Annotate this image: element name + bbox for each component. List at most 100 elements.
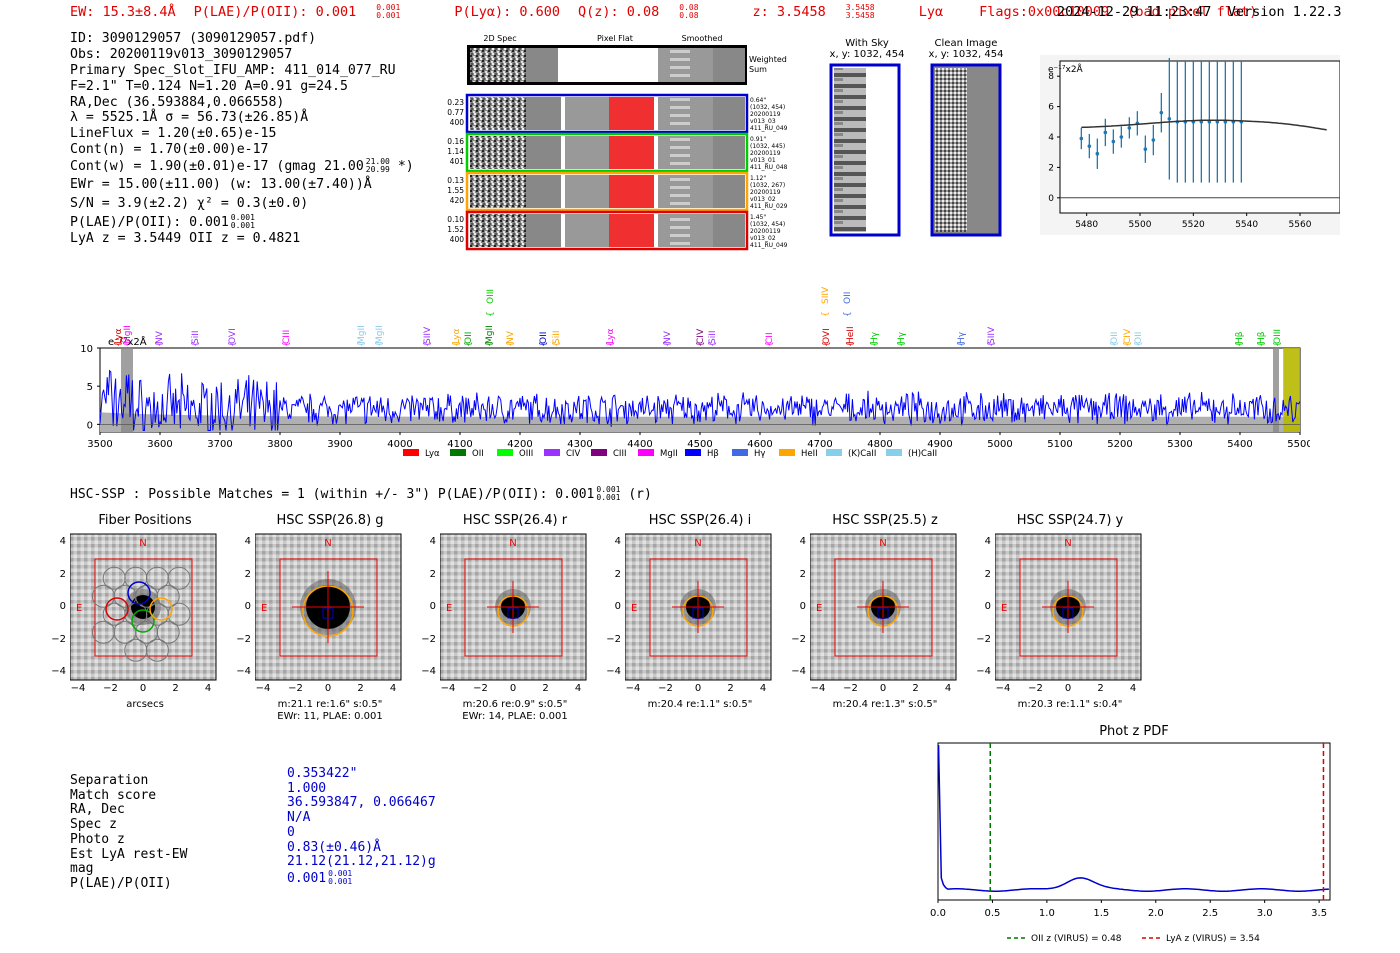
- hsc-ytick: 4: [614, 536, 621, 547]
- hsc-xtick: 4: [759, 683, 767, 694]
- cutout-row-meta: 411_RU_049: [750, 125, 788, 132]
- spectrum-legend-item: (K)CaII: [826, 449, 876, 459]
- info-cont-w: Cont(w) = 1.90(±0.01)e-17 (gmag 21.00 21.…: [70, 157, 414, 175]
- spectral-line-label: SIIV: [987, 326, 997, 344]
- col-smoothed: Smoothed: [682, 34, 723, 43]
- match-value: N/A: [287, 810, 311, 826]
- spectrum-legend-item: Lyα: [403, 449, 440, 459]
- svg-text:OIII: OIII: [519, 449, 533, 459]
- photz-xtick: 1.5: [1093, 908, 1109, 919]
- spectral-line-label: OII: [464, 332, 474, 344]
- cutout-row-stat: 401: [450, 157, 465, 166]
- cutout-row-meta: 20200119: [750, 189, 781, 196]
- zoom-point: [1095, 151, 1100, 156]
- spectral-line-bracket: {: [282, 341, 292, 347]
- spectral-line-bracket: {: [843, 311, 853, 317]
- match-value: 0: [287, 824, 295, 840]
- zoom-point: [1127, 126, 1132, 130]
- match-table-labels: Separation Match score RA, Dec Spec z Photo …: [70, 773, 187, 892]
- cutout-row-stat: 400: [450, 235, 465, 244]
- hsc-ytick: 4: [984, 536, 991, 547]
- cutout-row-meta: 20200119: [750, 228, 781, 235]
- cutout-row-meta: (1032, 445): [750, 143, 785, 150]
- hsc-ytick: 0: [984, 601, 991, 612]
- hsc-caption: m:20.3 re:1.1" s:0.4": [1017, 699, 1123, 710]
- spectral-line-label: Lyα: [452, 328, 462, 344]
- info-cont-n: Cont(n) = 1.70(±0.00)e-17: [70, 142, 269, 158]
- spectral-line-bracket: {: [1273, 341, 1283, 347]
- spectrum-xtick: 3800: [267, 439, 292, 450]
- hsc-panel-title: Fiber Positions: [98, 513, 192, 528]
- spectral-line-label: OII: [843, 292, 853, 304]
- svg-text:Hγ: Hγ: [754, 449, 765, 459]
- match-value: 0.001 0.001 0.001: [287, 868, 353, 886]
- spectrum-ytick: 0: [87, 420, 93, 431]
- spectral-line-bracket: {: [123, 341, 133, 347]
- spectrum-legend-item: OIII: [497, 449, 533, 459]
- hsc-ytick: 0: [799, 601, 806, 612]
- spectral-line-bracket: {: [228, 341, 238, 347]
- spectral-line-label: Lyα: [114, 328, 124, 344]
- cutout-row-meta: v013_01: [750, 157, 776, 164]
- match-value: 36.593847, 0.066467: [287, 795, 436, 811]
- hsc-ytick: 2: [59, 568, 66, 580]
- photz-xtick: 1.0: [1039, 908, 1055, 919]
- info-ewr: EWr = 15.00(±11.00) (w: 13.00(±7.40))Å: [70, 177, 372, 193]
- photz-xtick: 3.0: [1257, 908, 1273, 919]
- spectral-line-bracket: {: [987, 341, 997, 347]
- hsc-xtick: −2: [658, 683, 673, 694]
- match-label: Separation: [70, 773, 149, 788]
- hsc-xtick: −4: [70, 683, 86, 694]
- hsc-caption: m:20.6 re:0.9" s:0.5": [462, 699, 568, 710]
- hsc-xtick: 2: [912, 683, 919, 694]
- hsc-xtick: 2: [357, 683, 364, 694]
- hsc-xtick: 4: [944, 683, 952, 694]
- spectral-line-label: CIV: [696, 328, 706, 344]
- zoom-ytick: 4: [1048, 133, 1054, 143]
- spectral-line-label: SiII: [708, 330, 718, 344]
- spectral-line-bracket: {: [1134, 341, 1144, 347]
- hsc-xtick: 0: [1064, 683, 1072, 694]
- spectral-line-bracket: {: [957, 341, 967, 347]
- zoom-point: [1111, 139, 1116, 144]
- zoom-point: [1167, 116, 1172, 121]
- hsc-ytick: −4: [236, 666, 251, 677]
- hsc-panel-title: HSC SSP(24.7) y: [1016, 513, 1124, 528]
- spectral-line-label: Hβ: [1257, 331, 1267, 344]
- line-fit-chart: e⁻¹⁷x2Å 0 2 4 6 8 5480 5500 5520 5540 5560: [1040, 55, 1340, 235]
- zoom-ytick: 8: [1048, 72, 1054, 82]
- spectral-line-bracket: {: [552, 341, 562, 347]
- hsc-panels: Fiber Positions N E 4 2 0 −2 −4 −4 −2 0 2 4 arcsecs HS…: [0, 508, 1400, 728]
- hsc-ytick: −2: [976, 633, 991, 645]
- cutout-row-meta: (1032, 267): [750, 182, 785, 189]
- hsc-xtick: 4: [574, 683, 582, 694]
- spectrum-xtick: 4800: [867, 439, 892, 450]
- zoom-point: [1119, 135, 1124, 139]
- match-value: 1.000: [287, 780, 327, 796]
- cutout-row-meta: 1.45": [750, 214, 766, 221]
- spectral-line-label: OII: [1134, 332, 1144, 344]
- header-version: Version 1.22.3: [1227, 4, 1342, 20]
- north-label: N: [509, 538, 516, 549]
- hsc-xtick: −2: [288, 683, 303, 694]
- hsc-ytick: −4: [51, 666, 66, 677]
- east-label: E: [76, 603, 82, 614]
- hsc-panel: HSC SSP(24.7) y N E 4 2 0 −2 −4 −4 −2 0 2 4 m:20.3 re…: [976, 508, 1145, 728]
- east-label: E: [1001, 603, 1007, 614]
- hsc-ytick: 0: [59, 601, 66, 612]
- cutout-row-stat: 0.16: [447, 137, 464, 146]
- hsc-xtick: 4: [389, 683, 397, 694]
- col-2d-spec: 2D Spec: [483, 34, 516, 43]
- hsc-panel: HSC SSP(26.8) g N E 4 2 0 −2 −4 −4 −2 0 2 4 m:21.1 re…: [236, 508, 405, 728]
- sum-label: Sum: [749, 65, 767, 74]
- spectral-line-label: HeII: [846, 326, 856, 344]
- spectrum-legend-item: CIV: [544, 449, 580, 459]
- cutout-row-meta: 411_RU_049: [750, 242, 788, 249]
- hsc-ytick: −2: [606, 633, 621, 645]
- spectral-line-bracket: {: [663, 341, 673, 347]
- hsc-xtick: 2: [172, 683, 179, 694]
- match-label: Spec z: [70, 817, 117, 833]
- zoom-model-curve: [1081, 119, 1327, 131]
- spectrum-xtick: 3500: [87, 439, 112, 450]
